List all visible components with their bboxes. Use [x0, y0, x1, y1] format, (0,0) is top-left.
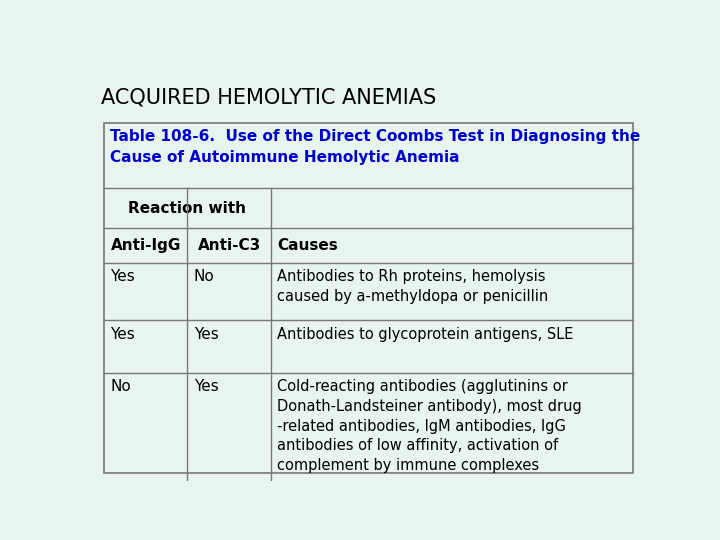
Text: Yes: Yes	[110, 327, 135, 342]
Text: No: No	[194, 269, 215, 284]
Text: Cold-reacting antibodies (agglutinins or
Donath-Landsteiner antibody), most drug: Cold-reacting antibodies (agglutinins or…	[277, 379, 582, 473]
Text: Antibodies to Rh proteins, hemolysis
caused by a-methyldopa or penicillin: Antibodies to Rh proteins, hemolysis cau…	[277, 269, 549, 303]
Text: Yes: Yes	[110, 269, 135, 284]
Text: Yes: Yes	[194, 327, 218, 342]
Text: ACQUIRED HEMOLYTIC ANEMIAS: ACQUIRED HEMOLYTIC ANEMIAS	[101, 87, 436, 107]
Text: Yes: Yes	[194, 379, 218, 394]
FancyBboxPatch shape	[104, 123, 632, 473]
Text: Antibodies to glycoprotein antigens, SLE: Antibodies to glycoprotein antigens, SLE	[277, 327, 574, 342]
Text: No: No	[110, 379, 131, 394]
Text: Table 108-6.  Use of the Direct Coombs Test in Diagnosing the
Cause of Autoimmun: Table 108-6. Use of the Direct Coombs Te…	[110, 129, 640, 165]
Text: Causes: Causes	[277, 238, 338, 253]
Text: Anti-C3: Anti-C3	[197, 238, 261, 253]
Text: Anti-IgG: Anti-IgG	[110, 238, 181, 253]
Text: Reaction with: Reaction with	[128, 200, 246, 215]
